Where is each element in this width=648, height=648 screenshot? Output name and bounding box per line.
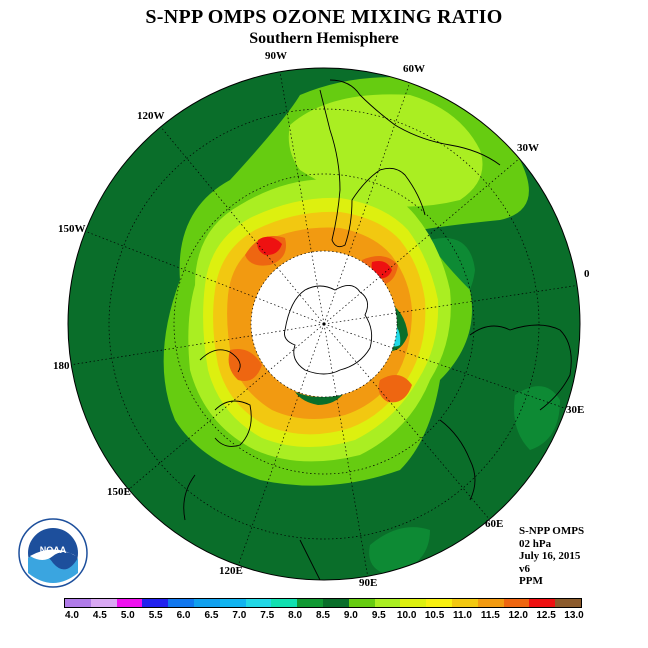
- longitude-label: 90E: [359, 577, 378, 589]
- color-scale-tick-label: 8.0: [288, 610, 303, 621]
- color-scale-swatch: [400, 599, 427, 607]
- color-scale-swatch: [65, 599, 91, 607]
- version-label: v6: [519, 562, 530, 575]
- coastlines: [183, 79, 572, 580]
- longitude-label: 120E: [219, 565, 243, 577]
- ozone-patch: [514, 386, 560, 450]
- color-scale-swatch: [245, 599, 272, 607]
- color-scale-tick-label: 10.5: [424, 610, 445, 621]
- color-scale-swatch: [529, 599, 556, 607]
- ozone-contour-8.5: [295, 392, 345, 405]
- color-scale-tick-label: 6.0: [176, 610, 191, 621]
- color-scale-tick-label: 10.0: [396, 610, 417, 621]
- color-scale-swatch: [426, 599, 452, 607]
- color-scale-tick-label: 7.0: [232, 610, 247, 621]
- longitude-label: 90W: [265, 50, 287, 62]
- noaa-logo-text: NOAA: [40, 545, 67, 555]
- color-scale-tick-label: 5.5: [148, 610, 163, 621]
- units-label: PPM: [519, 575, 543, 587]
- longitude-label: 120W: [137, 110, 165, 122]
- longitude-label: 150E: [107, 486, 131, 498]
- longitude-label: 30E: [566, 404, 585, 416]
- color-scale-tick-label: 4.5: [92, 610, 107, 621]
- longitude-label: 0: [584, 268, 590, 280]
- color-scale-swatch: [193, 599, 220, 607]
- color-scale-tick-label: 7.5: [260, 610, 275, 621]
- info-block: S-NPP OMPS 02 hPa July 16, 2015 v6 PPM: [519, 525, 584, 588]
- color-scale-swatch: [90, 599, 117, 607]
- longitude-label: 30W: [517, 142, 539, 154]
- ozone-contour-12: [378, 375, 412, 403]
- color-scale-tick-label: 8.5: [316, 610, 330, 621]
- color-scale-tick-label: 5.0: [120, 610, 135, 621]
- ozone-max: [257, 236, 282, 256]
- date-label: July 16, 2015: [519, 550, 581, 562]
- map-subtitle: Southern Hemisphere: [249, 30, 399, 47]
- pressure-label: 02 hPa: [519, 537, 552, 550]
- color-scale-swatch: [219, 599, 246, 607]
- color-scale-swatch: [168, 599, 194, 607]
- color-scale-swatch: [271, 599, 298, 607]
- noaa-logo: NOAA: [18, 518, 88, 588]
- color-scale-swatch: [555, 599, 581, 607]
- color-scale-swatch: [116, 599, 143, 607]
- longitude-label: 60E: [485, 518, 504, 530]
- longitude-label: 150W: [58, 223, 86, 235]
- color-scale-tick-label: 11.5: [480, 610, 500, 621]
- color-scale-swatch: [348, 599, 375, 607]
- color-scale-tick-label: 11.0: [452, 610, 472, 621]
- color-scale-tick-label: 12.0: [508, 610, 528, 621]
- color-scale-tick-label: 12.5: [536, 610, 556, 621]
- longitude-label: 180: [53, 360, 70, 372]
- color-scale-swatch: [451, 599, 478, 607]
- graticule: [69, 71, 580, 579]
- color-scale-swatch: [297, 599, 323, 607]
- color-scale-tick-label: 9.0: [343, 610, 358, 621]
- south-pole-marker: [322, 322, 326, 326]
- map-title: S-NPP OMPS OZONE MIXING RATIO: [145, 6, 503, 28]
- color-scale-tick-label: 13.0: [564, 610, 584, 621]
- color-scale-swatch: [374, 599, 401, 607]
- color-scale-swatch: [477, 599, 504, 607]
- map-boundary: [67, 67, 581, 581]
- color-scale-swatch: [322, 599, 349, 607]
- longitude-label: 60W: [403, 63, 425, 75]
- color-scale-swatch: [142, 599, 169, 607]
- color-scale-tick-label: 6.5: [204, 610, 219, 621]
- color-scale-tick-label: 4.0: [65, 610, 79, 621]
- color-scale-bar: [64, 598, 582, 608]
- instrument-label: S-NPP OMPS: [519, 525, 585, 537]
- color-scale-swatch: [503, 599, 530, 607]
- color-scale-tick-label: 9.5: [371, 610, 386, 621]
- ozone-contour-12: [228, 349, 262, 381]
